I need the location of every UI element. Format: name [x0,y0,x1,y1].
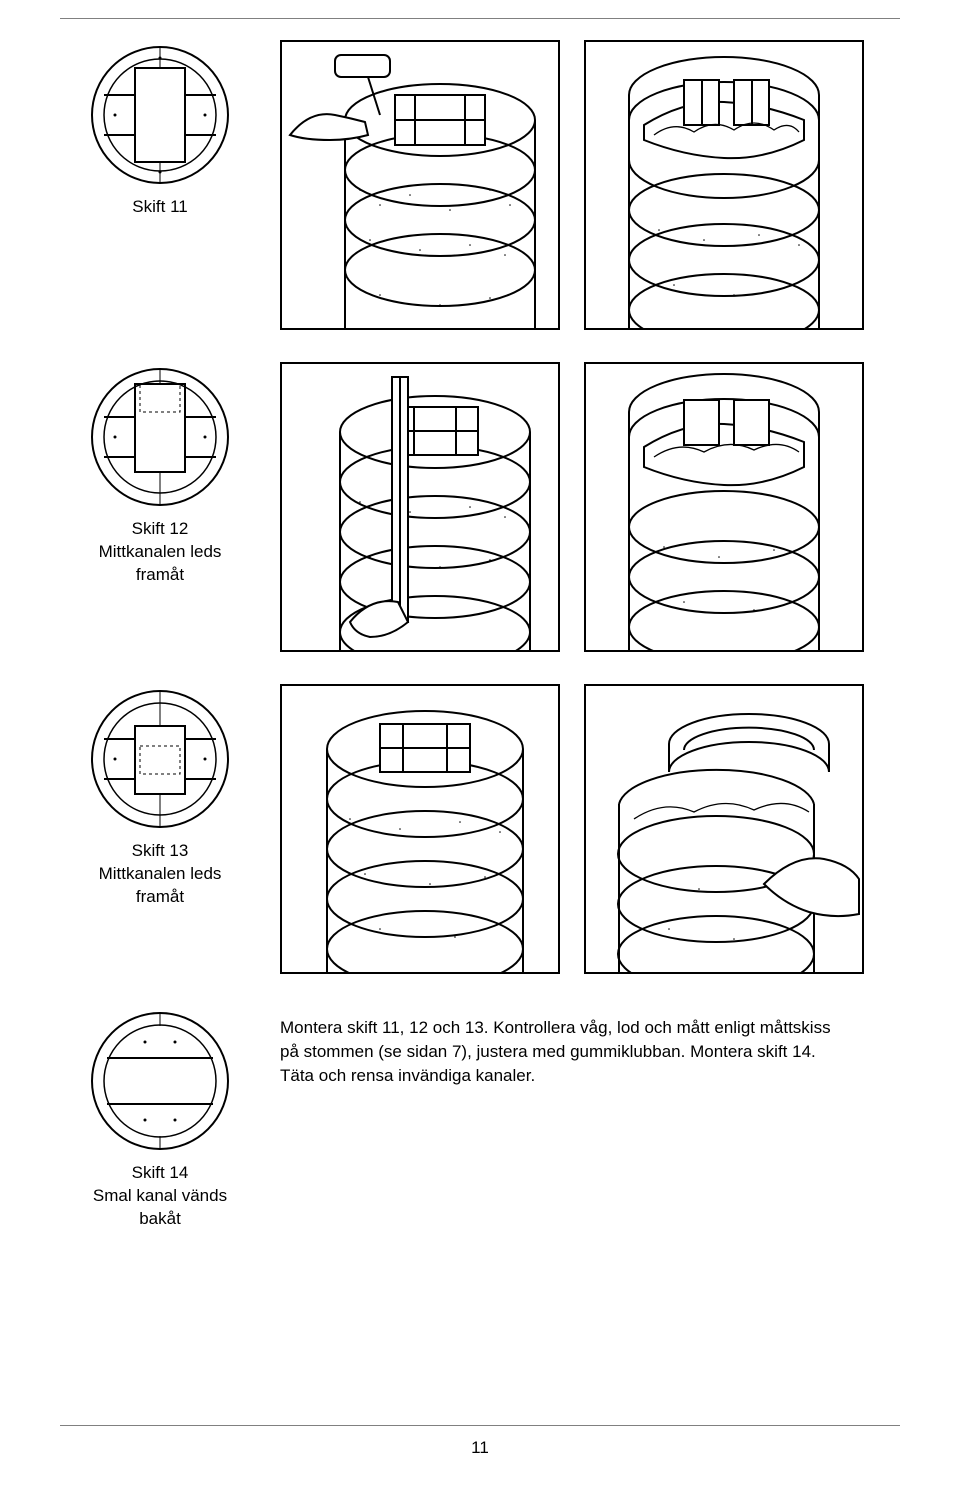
left-col-3: Skift 13Mittkanalen ledsframåt [60,684,260,909]
bottom-rule [60,1425,900,1426]
top-rule [60,18,900,19]
caption-skift-14: Skift 14Smal kanal vändsbakåt [93,1162,227,1231]
page-content: Skift 11 [60,40,900,1406]
diagram-skift-11 [85,40,235,190]
page-number: 11 [0,1438,960,1458]
diagram-skift-13 [85,684,235,834]
illus-11-a [280,40,560,330]
left-col-4: Skift 14Smal kanal vändsbakåt [60,1006,260,1231]
caption-skift-11: Skift 11 [132,196,187,219]
left-col-2: Skift 12Mittkanalen ledsframåt [60,362,260,587]
diagram-skift-14 [85,1006,235,1156]
illus-12-b [584,362,864,652]
instruction-text: Montera skift 11, 12 och 13. Kontrollera… [280,1006,840,1087]
illus-12-a [280,362,560,652]
row-skift-12: Skift 12Mittkanalen ledsframåt [60,362,900,652]
right-col-1 [260,40,900,330]
row-skift-14: Skift 14Smal kanal vändsbakåt Montera sk… [60,1006,900,1231]
right-col-2 [260,362,900,652]
caption-skift-13: Skift 13Mittkanalen ledsframåt [99,840,222,909]
illus-11-b [584,40,864,330]
illus-13-b [584,684,864,974]
illus-13-a [280,684,560,974]
caption-skift-12: Skift 12Mittkanalen ledsframåt [99,518,222,587]
diagram-skift-12 [85,362,235,512]
row-skift-13: Skift 13Mittkanalen ledsframåt [60,684,900,974]
left-col-1: Skift 11 [60,40,260,219]
right-col-4: Montera skift 11, 12 och 13. Kontrollera… [260,1006,900,1087]
right-col-3 [260,684,900,974]
row-skift-11: Skift 11 [60,40,900,330]
